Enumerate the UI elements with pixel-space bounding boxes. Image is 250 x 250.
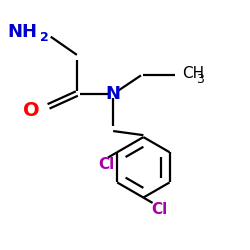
Text: 3: 3	[196, 73, 204, 86]
Text: CH: CH	[182, 66, 204, 81]
Text: N: N	[106, 84, 121, 102]
Text: 2: 2	[40, 31, 49, 44]
Text: O: O	[23, 101, 39, 120]
Text: Cl: Cl	[99, 157, 115, 172]
Text: NH: NH	[7, 23, 37, 41]
Text: Cl: Cl	[151, 202, 168, 217]
